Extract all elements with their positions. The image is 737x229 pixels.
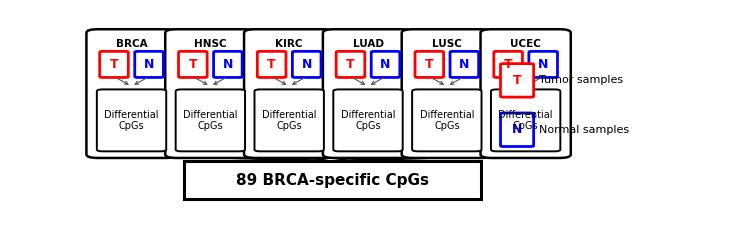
FancyBboxPatch shape xyxy=(178,51,207,77)
Text: N: N xyxy=(538,58,548,71)
FancyBboxPatch shape xyxy=(175,89,245,151)
FancyBboxPatch shape xyxy=(412,89,481,151)
FancyBboxPatch shape xyxy=(529,51,557,77)
Text: Normal samples: Normal samples xyxy=(539,125,629,135)
Text: Differential
CpGs: Differential CpGs xyxy=(340,109,395,131)
FancyBboxPatch shape xyxy=(135,51,164,77)
FancyBboxPatch shape xyxy=(500,64,534,97)
Text: T: T xyxy=(110,58,119,71)
Text: N: N xyxy=(380,58,391,71)
FancyBboxPatch shape xyxy=(494,51,523,77)
FancyBboxPatch shape xyxy=(333,89,402,151)
Text: Differential
CpGs: Differential CpGs xyxy=(498,109,553,131)
FancyBboxPatch shape xyxy=(165,29,256,158)
FancyBboxPatch shape xyxy=(415,51,444,77)
Text: N: N xyxy=(144,58,154,71)
FancyBboxPatch shape xyxy=(184,161,481,199)
Text: T: T xyxy=(346,58,354,71)
Text: T: T xyxy=(504,58,512,71)
FancyBboxPatch shape xyxy=(371,51,400,77)
FancyBboxPatch shape xyxy=(450,51,478,77)
Text: N: N xyxy=(512,123,523,136)
Text: T: T xyxy=(268,58,276,71)
Text: BRCA: BRCA xyxy=(116,39,147,49)
Text: LUSC: LUSC xyxy=(432,39,462,49)
Text: Differential
CpGs: Differential CpGs xyxy=(105,109,158,131)
Text: T: T xyxy=(513,74,521,87)
FancyBboxPatch shape xyxy=(323,29,413,158)
Text: UCEC: UCEC xyxy=(510,39,541,49)
FancyBboxPatch shape xyxy=(336,51,365,77)
Text: N: N xyxy=(301,58,312,71)
FancyBboxPatch shape xyxy=(402,29,492,158)
FancyBboxPatch shape xyxy=(293,51,321,77)
Text: Tumor samples: Tumor samples xyxy=(539,75,624,85)
Text: KIRC: KIRC xyxy=(276,39,303,49)
FancyBboxPatch shape xyxy=(214,51,242,77)
Text: N: N xyxy=(223,58,233,71)
Text: N: N xyxy=(459,58,469,71)
FancyBboxPatch shape xyxy=(257,51,286,77)
Text: Differential
CpGs: Differential CpGs xyxy=(262,109,316,131)
FancyBboxPatch shape xyxy=(86,29,177,158)
Text: HNSC: HNSC xyxy=(194,39,227,49)
Text: Differential
CpGs: Differential CpGs xyxy=(183,109,237,131)
Text: 89 BRCA-specific CpGs: 89 BRCA-specific CpGs xyxy=(236,172,428,188)
Text: LUAD: LUAD xyxy=(352,39,383,49)
Text: T: T xyxy=(189,58,197,71)
FancyBboxPatch shape xyxy=(500,113,534,147)
FancyBboxPatch shape xyxy=(244,29,335,158)
Text: Differential
CpGs: Differential CpGs xyxy=(419,109,474,131)
FancyBboxPatch shape xyxy=(254,89,324,151)
FancyBboxPatch shape xyxy=(491,89,560,151)
FancyBboxPatch shape xyxy=(99,51,128,77)
FancyBboxPatch shape xyxy=(481,29,570,158)
Text: T: T xyxy=(425,58,433,71)
FancyBboxPatch shape xyxy=(97,89,167,151)
